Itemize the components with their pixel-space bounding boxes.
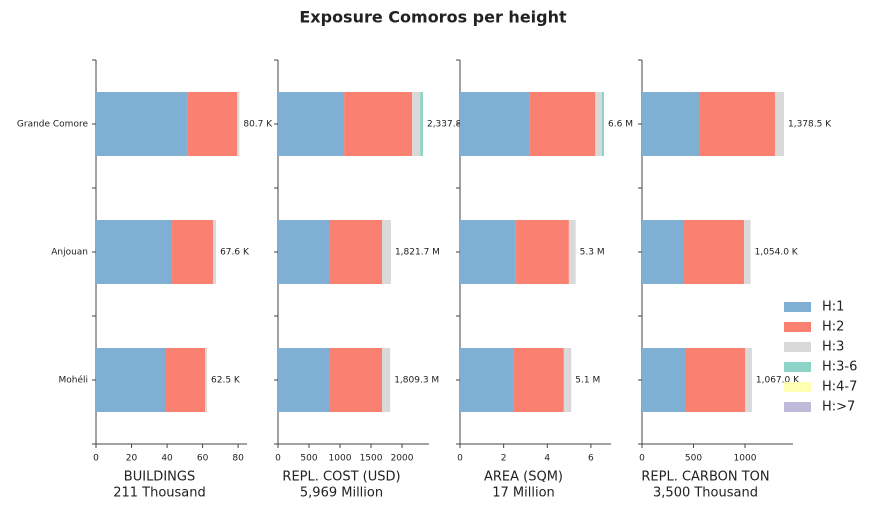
x-tick-label: 0 [457,454,463,464]
bar-segment [344,92,413,156]
total-label: 67.6 K [220,248,250,258]
legend-swatch [784,302,811,312]
x-tick-label: 0 [275,454,281,464]
bar-segment [515,220,569,284]
bar-segment [329,348,383,412]
bar-segment [278,348,330,412]
x-tick-label: 0 [639,454,645,464]
x-axis-label: REPL. COST (USD) [282,470,400,485]
bar-segment [684,220,745,284]
total-label: 1,821.7 M [395,248,440,258]
bar-segment [642,220,685,284]
x-axis-note: 211 Thousand [113,486,206,501]
legend-label: H:>7 [822,400,855,415]
x-tick-label: 2000 [391,454,414,464]
x-tick-label: 1000 [329,454,352,464]
total-label: 1,054.0 K [755,248,799,258]
bar-segment [744,220,751,284]
chart-title: Exposure Comoros per height [299,8,567,27]
bar-segment [685,348,746,412]
y-tick-label: Mohéli [58,375,88,386]
legend-label: H:4-7 [822,380,857,395]
bar-segment [595,92,602,156]
total-label: 1,378.5 K [788,120,832,130]
total-label: 2,337.8 M [427,120,472,130]
legend-swatch [784,362,811,372]
y-tick-label: Anjouan [51,248,88,258]
bar-segment [745,348,752,412]
bar-segment [382,220,391,284]
x-tick-label: 6 [588,454,594,464]
total-label: 6.6 M [608,120,633,130]
bar-segment [187,92,238,156]
x-axis-label: REPL. CARBON TON [641,470,769,485]
x-axis-note: 17 Million [492,486,555,501]
bar-segment [460,92,530,156]
bar-segment [329,220,383,284]
y-tick-label: Grande Comore [17,120,89,130]
bar-segment [601,92,605,156]
bar-segment [205,348,208,412]
x-axis-note: 5,969 Million [300,486,383,501]
legend-label: H:3-6 [822,360,857,375]
x-tick-label: 0 [93,454,99,464]
x-tick-label: 20 [126,454,138,464]
bar-segment [774,92,784,156]
bar-segment [513,348,564,412]
bar-segment [642,348,686,412]
bar-segment [278,92,345,156]
bar-segment [563,348,572,412]
bar-segment [698,92,775,156]
bar-segment [213,220,217,284]
bar-segment [96,348,166,412]
bar-segment [172,220,214,284]
bar-segment [165,348,206,412]
bar-segment [460,220,516,284]
x-axis-label: BUILDINGS [124,470,195,485]
bar-segment [96,220,173,284]
bar-segment [420,92,423,156]
total-label: 62.5 K [211,376,241,386]
legend-swatch [784,342,811,352]
total-label: 1,809.3 M [394,376,439,386]
total-label: 5.3 M [580,248,605,258]
x-tick-label: 1000 [734,454,757,464]
x-axis-note: 3,500 Thousand [653,486,758,501]
x-axis-label: AREA (SQM) [484,470,563,485]
bar-segment [412,92,421,156]
x-tick-label: 80 [232,454,244,464]
bar-segment [237,92,240,156]
x-tick-label: 500 [685,454,702,464]
legend-swatch [784,402,811,412]
legend-swatch [784,382,811,392]
total-label: 1,067.0 K [756,376,800,386]
bar-segment [96,92,188,156]
x-tick-label: 500 [300,454,317,464]
bar-segment [278,220,330,284]
bar-segment [460,348,514,412]
bar-segment [568,220,576,284]
legend-label: H:3 [822,340,844,355]
total-label: 80.7 K [243,120,273,130]
legend-label: H:2 [822,320,844,335]
x-tick-label: 2 [501,454,507,464]
legend-label: H:1 [822,300,844,315]
bar-segment [642,92,699,156]
x-tick-label: 60 [197,454,209,464]
x-tick-label: 40 [161,454,173,464]
x-tick-label: 4 [544,454,550,464]
bar-segment [529,92,596,156]
x-tick-label: 1500 [360,454,383,464]
total-label: 5.1 M [575,376,600,386]
bar-segment [382,348,391,412]
legend-swatch [784,322,811,332]
